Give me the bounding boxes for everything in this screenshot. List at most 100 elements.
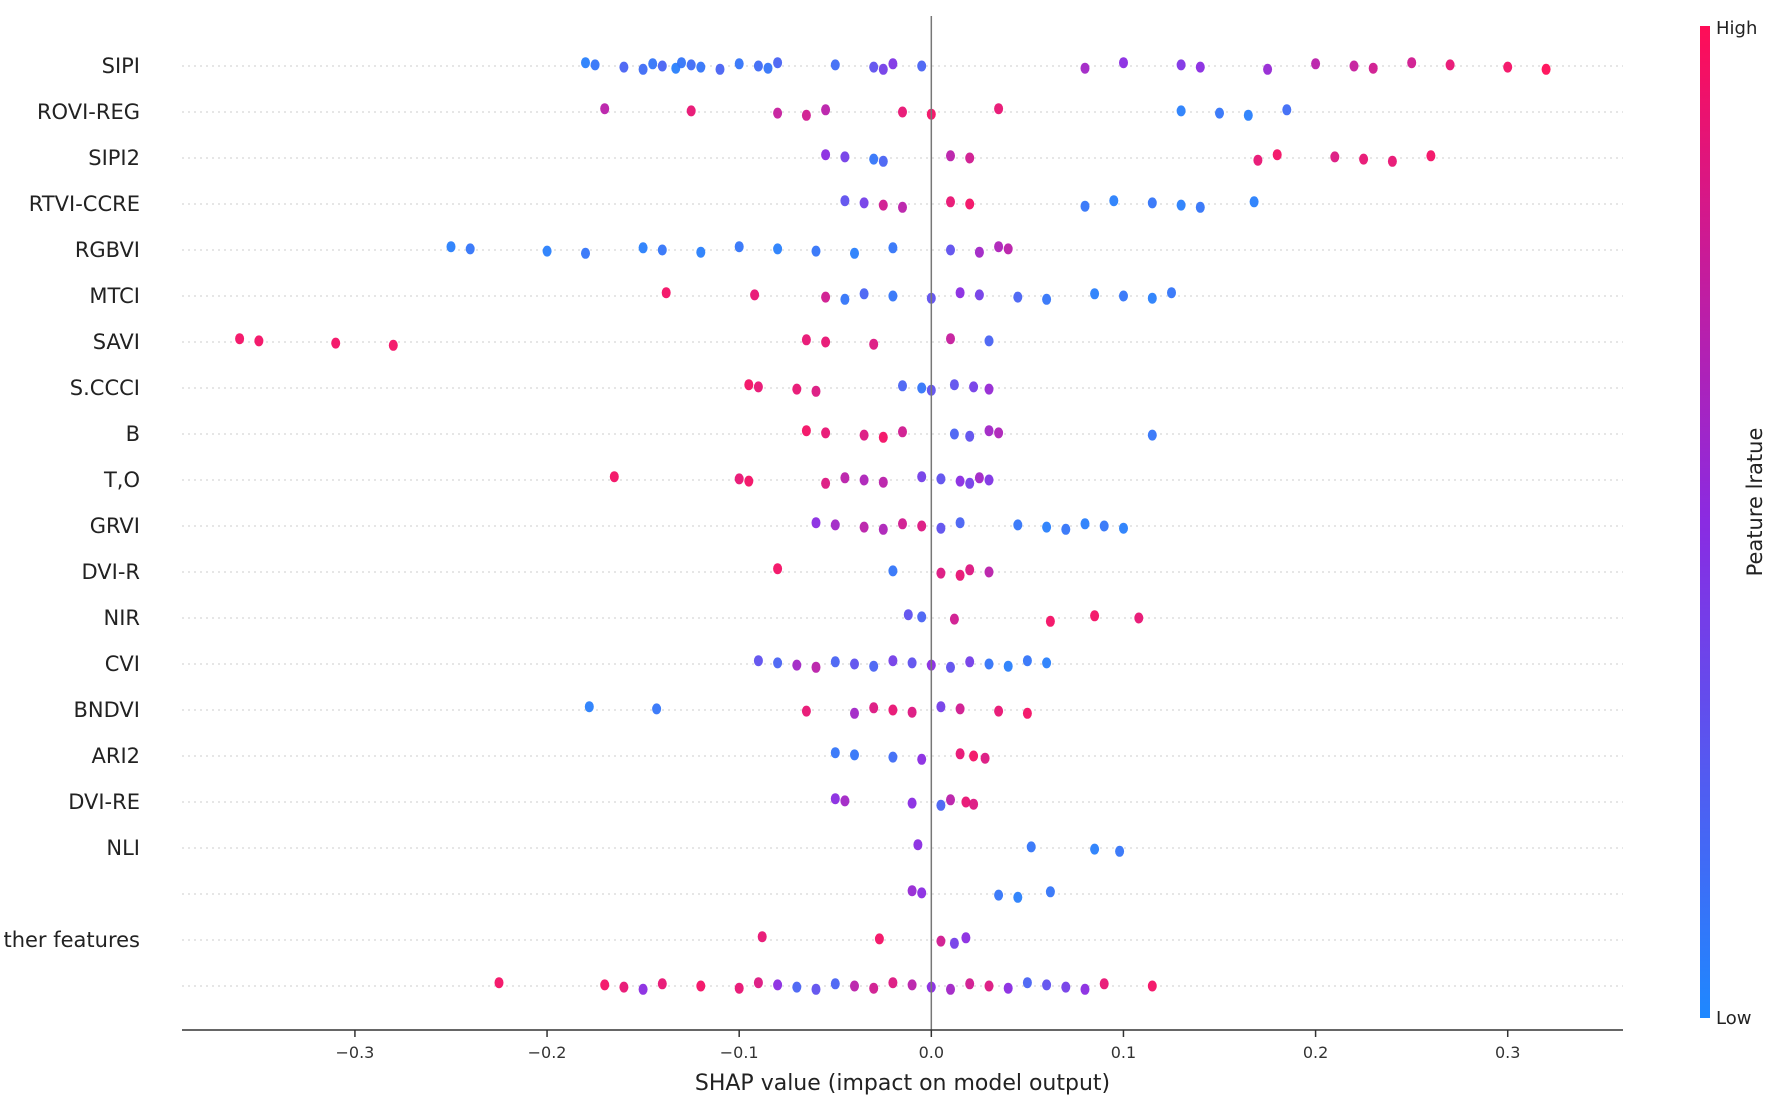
shap-point <box>946 661 955 673</box>
shap-point <box>801 705 811 717</box>
shap-point <box>1042 521 1052 533</box>
shap-point <box>1022 655 1032 667</box>
shap-point <box>878 523 888 535</box>
shap-point <box>801 109 811 121</box>
shap-point <box>1253 154 1263 166</box>
shap-point <box>946 196 955 208</box>
shap-point <box>811 983 821 995</box>
feature-label: GRVI <box>90 514 140 538</box>
colorbar: High Low Peature lratue <box>1700 18 1767 1029</box>
shap-point <box>898 106 907 118</box>
shap-point <box>969 381 979 393</box>
shap-point <box>1042 979 1052 991</box>
shap-point <box>1080 200 1090 212</box>
shap-point <box>1013 519 1023 531</box>
shap-point <box>955 475 965 487</box>
shap-point <box>1215 107 1224 119</box>
shap-point <box>917 382 927 394</box>
shap-point <box>1147 980 1157 992</box>
shap-point <box>850 707 859 719</box>
shap-point <box>859 197 869 209</box>
shap-point <box>1119 57 1128 69</box>
shap-point <box>638 983 648 995</box>
shap-point <box>840 195 850 207</box>
shap-point <box>888 977 898 989</box>
shap-point <box>757 931 767 943</box>
shap-point <box>869 338 879 350</box>
shap-point <box>773 979 783 991</box>
shap-point <box>917 611 927 623</box>
shap-point <box>1003 982 1013 994</box>
shap-point <box>581 57 590 69</box>
shap-point <box>734 982 744 994</box>
shap-point <box>936 567 946 579</box>
shap-point <box>888 751 898 763</box>
feature-label: MTCI <box>89 284 140 308</box>
shap-point <box>859 288 869 300</box>
shap-point <box>830 519 840 531</box>
shap-point <box>936 522 946 534</box>
shap-point <box>859 429 869 441</box>
feature-label: DVI-RE <box>68 790 140 814</box>
shap-point <box>859 521 869 533</box>
shap-point <box>542 245 552 257</box>
shap-point <box>850 658 859 670</box>
feature-label: S.CCCI <box>70 376 140 400</box>
shap-point <box>980 752 990 764</box>
shap-point <box>1311 58 1321 70</box>
shap-point <box>1147 429 1157 441</box>
shap-point <box>600 103 610 115</box>
shap-point <box>984 566 994 578</box>
shap-point <box>907 979 917 991</box>
shap-point <box>1176 59 1186 71</box>
x-tick-label: 0.2 <box>1303 1043 1328 1062</box>
shap-point <box>917 753 927 765</box>
shap-point <box>1003 660 1013 672</box>
shap-point <box>1426 150 1436 162</box>
shap-point <box>1061 523 1071 535</box>
shap-point <box>744 475 754 487</box>
x-tick-label: 0.3 <box>1495 1043 1520 1062</box>
shap-point <box>907 706 917 718</box>
colorbar-title: Peature lratue <box>1743 428 1767 577</box>
shap-point <box>878 476 888 488</box>
x-tick-label: −0.1 <box>720 1043 759 1062</box>
x-tick-label: −0.2 <box>528 1043 567 1062</box>
shap-point <box>974 246 984 258</box>
shap-point <box>830 747 840 759</box>
shap-point <box>1167 287 1176 299</box>
feature-label: SIPI2 <box>88 146 140 170</box>
shap-point <box>961 932 971 944</box>
shap-point <box>619 981 629 993</box>
x-tick-label: 0.0 <box>919 1043 944 1062</box>
shap-point <box>898 201 907 213</box>
shap-point <box>609 471 619 483</box>
shap-point <box>1109 195 1119 207</box>
shap-point <box>965 198 975 210</box>
shap-point <box>1099 978 1109 990</box>
shap-point <box>949 379 959 391</box>
shap-point <box>949 937 959 949</box>
shap-point <box>657 60 667 72</box>
feature-label: RGBVI <box>75 238 140 262</box>
shap-point <box>1195 201 1205 213</box>
shap-point <box>965 430 975 442</box>
shap-point <box>1013 291 1023 303</box>
shap-point <box>773 57 783 69</box>
feature-label: ther features <box>3 928 140 952</box>
shap-point <box>907 657 917 669</box>
feature-label: DVI-R <box>81 560 140 584</box>
shap-point <box>821 149 831 161</box>
shap-point <box>388 339 398 351</box>
shap-point <box>652 703 662 715</box>
shap-point <box>907 885 917 897</box>
shap-point <box>696 246 706 258</box>
shap-point <box>1249 196 1259 208</box>
shap-point <box>850 247 859 259</box>
shap-point <box>773 243 783 255</box>
shap-point <box>869 153 879 165</box>
shap-point <box>1115 845 1125 857</box>
shap-point <box>888 565 898 577</box>
feature-label: ROVI-REG <box>37 100 140 124</box>
